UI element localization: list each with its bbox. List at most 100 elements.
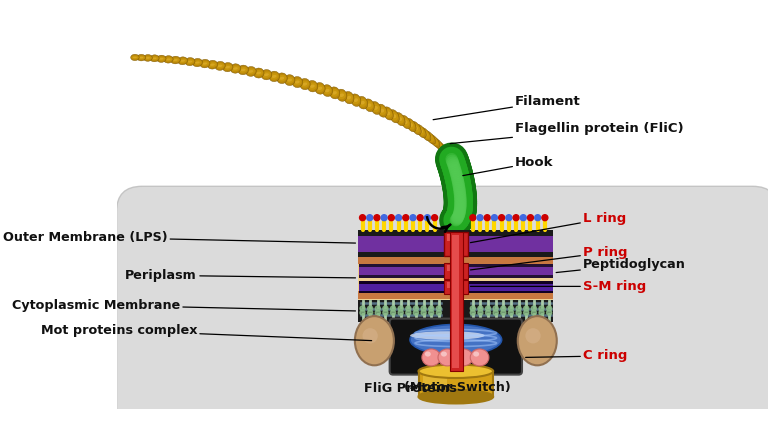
- Ellipse shape: [445, 154, 455, 161]
- Circle shape: [547, 306, 551, 311]
- Bar: [419, 371, 493, 396]
- Ellipse shape: [264, 73, 269, 76]
- Ellipse shape: [419, 129, 423, 133]
- Bar: [358, 256, 554, 300]
- Ellipse shape: [285, 77, 294, 84]
- Circle shape: [531, 306, 536, 311]
- Circle shape: [374, 215, 380, 221]
- Ellipse shape: [194, 60, 201, 65]
- Ellipse shape: [432, 138, 444, 150]
- Text: Outer Membrane (LPS): Outer Membrane (LPS): [3, 231, 356, 244]
- Bar: [359, 264, 552, 278]
- Ellipse shape: [351, 94, 361, 106]
- Ellipse shape: [246, 66, 257, 76]
- FancyBboxPatch shape: [117, 187, 768, 443]
- Circle shape: [429, 310, 434, 315]
- Ellipse shape: [432, 139, 436, 143]
- Ellipse shape: [362, 328, 378, 343]
- Circle shape: [470, 306, 475, 311]
- Ellipse shape: [233, 67, 238, 70]
- Ellipse shape: [525, 328, 541, 343]
- Ellipse shape: [303, 82, 307, 85]
- Ellipse shape: [300, 81, 310, 88]
- Ellipse shape: [360, 101, 365, 105]
- Circle shape: [367, 215, 372, 221]
- Circle shape: [406, 310, 411, 315]
- Ellipse shape: [343, 91, 354, 104]
- Circle shape: [383, 306, 388, 311]
- Circle shape: [485, 306, 491, 311]
- Ellipse shape: [159, 58, 164, 60]
- Ellipse shape: [443, 150, 452, 158]
- Ellipse shape: [280, 77, 284, 80]
- Ellipse shape: [151, 56, 158, 60]
- Circle shape: [413, 306, 419, 311]
- Circle shape: [524, 306, 529, 311]
- Circle shape: [477, 215, 483, 221]
- Text: Hook: Hook: [463, 156, 554, 175]
- Text: Periplasm: Periplasm: [125, 269, 356, 282]
- Ellipse shape: [293, 78, 302, 85]
- Circle shape: [513, 215, 519, 221]
- Ellipse shape: [441, 351, 447, 357]
- Ellipse shape: [185, 58, 195, 66]
- Text: Cytoplasmic Membrane: Cytoplasmic Membrane: [12, 299, 356, 311]
- Ellipse shape: [380, 109, 384, 113]
- Circle shape: [493, 306, 498, 311]
- Ellipse shape: [422, 349, 441, 366]
- Ellipse shape: [164, 56, 173, 63]
- Bar: [358, 256, 554, 264]
- Ellipse shape: [308, 82, 316, 90]
- Ellipse shape: [371, 101, 381, 114]
- Ellipse shape: [437, 143, 445, 152]
- Ellipse shape: [225, 66, 230, 68]
- Text: (Motor Switch): (Motor Switch): [404, 381, 511, 394]
- Ellipse shape: [270, 73, 279, 80]
- Text: S-M ring: S-M ring: [471, 280, 647, 293]
- Ellipse shape: [153, 58, 157, 59]
- Ellipse shape: [353, 98, 358, 102]
- Bar: [452, 236, 459, 368]
- Circle shape: [485, 310, 491, 315]
- Circle shape: [359, 215, 366, 221]
- Ellipse shape: [254, 70, 263, 76]
- Ellipse shape: [170, 56, 180, 64]
- Ellipse shape: [454, 349, 473, 366]
- Ellipse shape: [473, 351, 479, 357]
- Ellipse shape: [239, 67, 247, 73]
- Ellipse shape: [366, 101, 373, 109]
- Ellipse shape: [386, 112, 390, 116]
- Ellipse shape: [359, 98, 366, 107]
- Ellipse shape: [420, 128, 431, 141]
- Ellipse shape: [404, 120, 408, 124]
- Circle shape: [429, 306, 434, 311]
- Circle shape: [421, 310, 426, 315]
- Ellipse shape: [345, 93, 353, 102]
- Ellipse shape: [316, 85, 324, 92]
- Ellipse shape: [352, 96, 360, 104]
- Circle shape: [528, 215, 534, 221]
- Ellipse shape: [439, 145, 443, 149]
- Circle shape: [376, 306, 380, 311]
- Ellipse shape: [443, 149, 447, 152]
- Ellipse shape: [439, 144, 452, 157]
- Ellipse shape: [449, 155, 452, 159]
- Ellipse shape: [171, 58, 180, 62]
- Ellipse shape: [410, 324, 502, 355]
- Text: C ring: C ring: [525, 350, 627, 362]
- Ellipse shape: [231, 66, 240, 71]
- Ellipse shape: [137, 56, 145, 59]
- Circle shape: [389, 215, 394, 221]
- FancyBboxPatch shape: [389, 319, 522, 375]
- Ellipse shape: [269, 71, 280, 82]
- Circle shape: [417, 215, 423, 221]
- Ellipse shape: [318, 87, 323, 90]
- Ellipse shape: [367, 103, 372, 107]
- Circle shape: [470, 310, 475, 315]
- Ellipse shape: [443, 152, 458, 163]
- Circle shape: [368, 306, 372, 311]
- Ellipse shape: [441, 148, 455, 160]
- Ellipse shape: [396, 115, 404, 124]
- Text: FliG Proteins: FliG Proteins: [364, 382, 457, 395]
- Bar: [359, 291, 552, 293]
